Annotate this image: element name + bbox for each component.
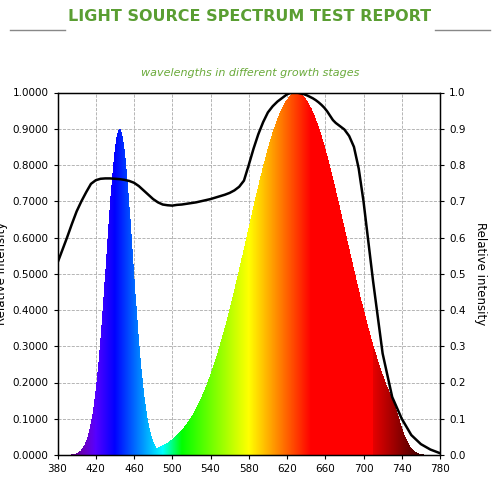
Text: LIGHT SOURCE SPECTRUM TEST REPORT: LIGHT SOURCE SPECTRUM TEST REPORT (68, 9, 432, 24)
Y-axis label: Relative intensity: Relative intensity (0, 222, 8, 326)
Y-axis label: Relative intensity: Relative intensity (474, 222, 487, 326)
Text: wavelengths in different growth stages: wavelengths in different growth stages (141, 68, 359, 78)
